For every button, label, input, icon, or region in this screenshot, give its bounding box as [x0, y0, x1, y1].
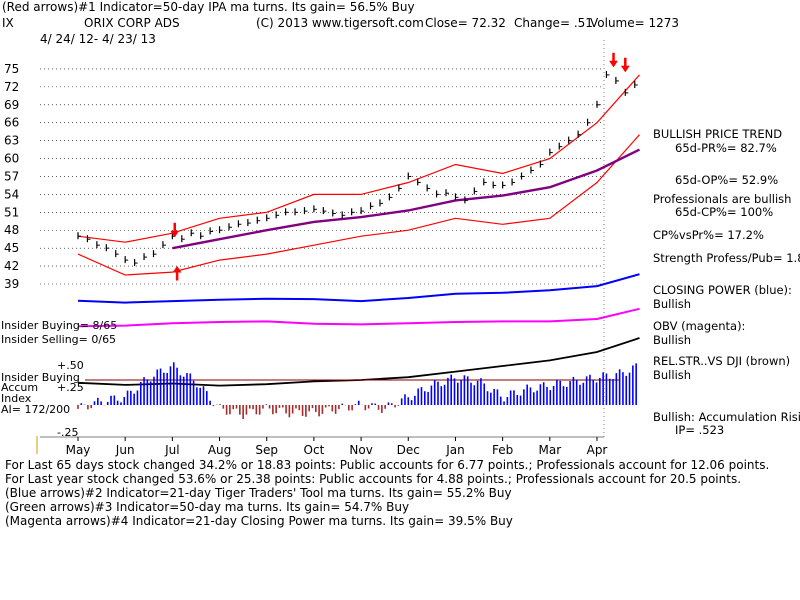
footer-year: For Last year stock changed 53.6% or 25.… — [5, 472, 742, 486]
month-label: Aug — [208, 443, 231, 457]
op-value: 65d-OP%= 52.9% — [675, 173, 779, 187]
company-name: ORIX CORP ADS — [84, 16, 180, 30]
pr-value: 65d-PR%= 82.7% — [675, 141, 777, 155]
ai-value: AI= 172/200 — [1, 403, 71, 416]
indicator-1-text: (Red arrows)#1 Indicator=50-day IPA ma t… — [2, 0, 415, 14]
buy-arrow-jul — [172, 265, 182, 281]
moving-average-line — [172, 148, 641, 250]
accum-plus-50: +.50 — [57, 359, 84, 372]
y-tick-label: 63 — [4, 134, 19, 148]
month-label: Feb — [492, 443, 513, 457]
relstr-line — [77, 337, 640, 387]
y-tick-label: 69 — [4, 98, 19, 112]
cp-vs-pr: CP%vsPr%= 17.2% — [653, 228, 764, 242]
y-tick-label: 66 — [4, 116, 19, 130]
strength-ratio: Strength Profess/Pub= 1.8 — [653, 251, 800, 265]
month-label: Jan — [445, 443, 465, 457]
date-range: 4/ 24/ 12- 4/ 23/ 13 — [40, 32, 156, 46]
symbol: IX — [2, 16, 14, 30]
obv-line — [77, 307, 640, 328]
y-tick-label: 42 — [4, 259, 19, 273]
sell-arrow-apr-1 — [609, 52, 618, 68]
sell-arrow-jul — [170, 222, 180, 238]
footer-indicator-4: (Magenta arrows)#4 Indicator=21-day Clos… — [5, 514, 513, 528]
closing-power-label: CLOSING POWER (blue): — [653, 283, 792, 297]
lower-band-line — [77, 134, 640, 276]
month-label: Jun — [115, 443, 135, 457]
footer-indicator-2: (Blue arrows)#2 Indicator=21-day Tiger T… — [5, 486, 512, 500]
copyright: (C) 2013 www.tigersoft.com — [256, 16, 424, 30]
obv-status: Bullish — [653, 333, 692, 347]
change-value: Change= .51 — [514, 16, 593, 30]
month-label: Jul — [164, 443, 179, 457]
y-tick-label: 60 — [4, 152, 19, 166]
professionals-bullish: Professionals are bullish — [653, 192, 792, 206]
month-label: Nov — [349, 443, 372, 457]
insider-buying-overlap: Insider Buying — [1, 371, 80, 384]
y-tick-label: 45 — [4, 241, 19, 255]
month-label: Mar — [538, 443, 561, 457]
volume-value: Volume= 1273 — [590, 16, 680, 30]
y-tick-label: 57 — [4, 169, 19, 183]
insider-selling: Insider Selling= 0/65 — [1, 333, 117, 346]
y-tick-label: 39 — [4, 277, 19, 291]
accum-plus-25: +.25 — [57, 381, 84, 394]
accum-minus-25: -.25 — [57, 426, 79, 439]
y-tick-label: 72 — [4, 80, 19, 94]
ip-value: IP= .523 — [675, 423, 725, 437]
y-tick-label: 54 — [4, 187, 19, 201]
accum-label: Accum — [1, 381, 39, 394]
relstr-status: Bullish — [653, 368, 692, 382]
obv-label: OBV (magenta): — [653, 319, 746, 333]
sell-arrow-apr-2 — [620, 57, 630, 73]
y-tick-label: 51 — [4, 205, 19, 219]
footer-65day: For Last 65 days stock changed 34.2% or … — [5, 458, 770, 472]
footer-indicator-3: (Green arrows)#3 Indicator=50-day ma tur… — [5, 500, 410, 514]
close-value: Close= 72.32 — [425, 16, 506, 30]
index-label: Index — [1, 392, 32, 405]
cp-value: 65d-CP%= 100% — [675, 205, 774, 219]
closing-power-line — [77, 273, 640, 304]
month-label: Apr — [587, 443, 608, 457]
month-label: May — [66, 443, 91, 457]
month-label: Sep — [255, 443, 278, 457]
month-label: Oct — [304, 443, 325, 457]
insider-buying: Insider Buying= 8/65 — [1, 319, 118, 332]
closing-power-status: Bullish — [653, 297, 692, 311]
relstr-label: REL.STR..VS DJI (brown) — [653, 354, 791, 368]
month-label: Dec — [397, 443, 420, 457]
y-tick-label: 75 — [4, 62, 19, 76]
accumulation-status: Bullish: Accumulation Rising — [653, 410, 800, 424]
y-tick-label: 48 — [4, 223, 19, 237]
bullish-trend: BULLISH PRICE TREND — [653, 127, 783, 141]
